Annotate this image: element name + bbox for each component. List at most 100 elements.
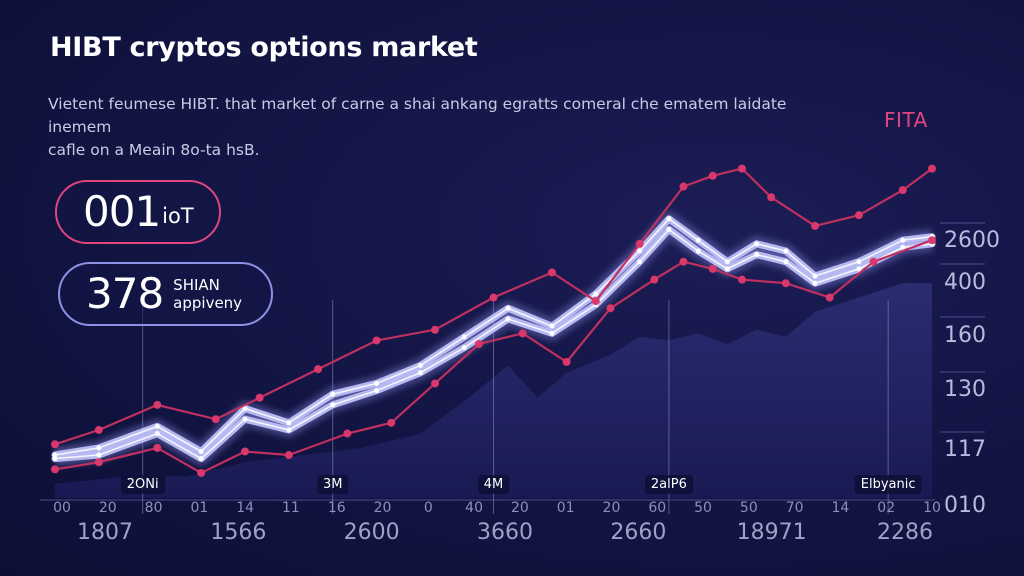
series-point-red [606,304,615,313]
series-point-lavender [593,291,599,297]
series-point-red [372,336,381,345]
x-tick-label-small: 60 [648,500,667,516]
x-tick-label-large: 2600 [343,520,400,545]
series-point-lavender [374,388,380,394]
x-tick-label-small: 20 [373,500,392,516]
marker-label: 3M [316,475,349,494]
series-point-lavender [666,216,672,222]
series-point-red [431,379,440,388]
stat-label-2-line-2: appiveny [173,294,243,312]
series-point-lavender [695,248,701,254]
x-tick-label-large: 1566 [210,520,267,545]
series-point-lavender [52,452,58,458]
series-point-lavender [724,259,730,265]
series-point-lavender [549,330,555,336]
series-point-red [255,393,264,402]
x-tick-label-small: 20 [98,500,117,516]
stat-value-2: 378 [86,269,164,318]
series-point-lavender [783,248,789,254]
series-point-lavender [783,259,789,265]
series-point-red [869,257,878,266]
series-point-lavender [154,423,160,429]
series-point-lavender [198,448,204,454]
series-point-lavender [505,316,511,322]
series-point-red [737,164,746,173]
page-subtitle: Vietent feumese HIBT. that market of car… [48,93,848,162]
series-point-lavender [754,252,760,258]
series-point-red [284,451,293,460]
series-point-lavender [242,416,248,422]
series-point-lavender [549,323,555,329]
series-point-red [767,193,776,202]
x-tick-label-small: 70 [785,500,804,516]
series-point-red [928,236,936,245]
x-tick-label-large: 2660 [610,520,667,545]
series-point-red [708,264,717,273]
series-point-red [635,239,644,248]
series-point-lavender [856,266,862,272]
y-tick-label: 2600 [944,228,1000,253]
series-point-lavender [637,259,643,265]
series-point-red [591,297,600,306]
y-tick-label: 400 [944,270,986,295]
series-point-red [314,365,323,374]
x-tick-label-large: 18971 [736,520,807,545]
series-point-lavender [417,370,423,376]
series-point-red [94,425,103,434]
series-point-lavender [52,456,58,462]
series-point-red [51,465,59,474]
page-title: HIBT cryptos options market [50,32,478,63]
series-point-red [898,186,907,195]
marker-label: 2ONi [120,475,165,494]
series-point-lavender [505,305,511,311]
x-tick-label-small: 80 [144,500,163,516]
series-point-lavender [461,345,467,351]
x-tick-label-small: 14 [831,500,850,516]
series-line-red [54,167,933,446]
x-tick-label-small: 16 [327,500,346,516]
series-point-red [518,329,527,338]
x-tick-label-small: 02 [877,500,896,516]
x-tick-label-small: 14 [236,500,255,516]
series-point-lavender [637,248,643,254]
series-point-red [562,357,571,366]
stat-value-1: 001 [83,187,161,236]
marker-label: 4M [477,475,510,494]
series-point-red [431,325,440,334]
subtitle-line-2: cafle on a Meain 8o-ta hsB. [48,141,260,159]
x-tick-label-small: 50 [739,500,758,516]
marker-label: Elbyanic [854,475,922,494]
x-tick-label-small: 50 [694,500,712,516]
series-point-lavender [374,380,380,386]
series-point-lavender [96,445,102,451]
x-tick-label-large: 1807 [77,520,133,545]
y-tick-label: 117 [944,437,986,462]
y-tick-label: 130 [944,377,986,402]
legend-label: FITA [884,108,928,132]
series-point-red [153,443,162,452]
x-tick-label-small: 10 [923,500,941,516]
series-point-red [811,221,820,230]
series-point-lavender [695,237,701,243]
series-point-lavender [666,227,672,232]
x-tick-label-small: 01 [190,500,209,516]
subtitle-line-1: Vietent feumese HIBT. that market of car… [48,95,787,136]
series-point-red [737,275,746,284]
series-point-red [153,400,162,409]
series-point-red [387,418,396,427]
series-point-red [51,440,59,449]
series-point-red [928,164,936,173]
y-tick-label: 160 [944,323,986,348]
series-point-lavender [96,452,102,458]
series-point-lavender [242,406,248,411]
series-point-lavender [900,244,906,250]
series-point-lavender [417,363,423,369]
x-tick-label-small: 11 [282,500,300,516]
stat-label-2-line-1: SHIAN [173,276,220,294]
x-tick-label-small: 20 [602,500,621,516]
series-point-red [489,293,498,302]
stat-label-2: SHIAN appiveny [173,276,242,312]
x-tick-label-small: 00 [53,500,71,516]
series-point-red [825,293,834,302]
